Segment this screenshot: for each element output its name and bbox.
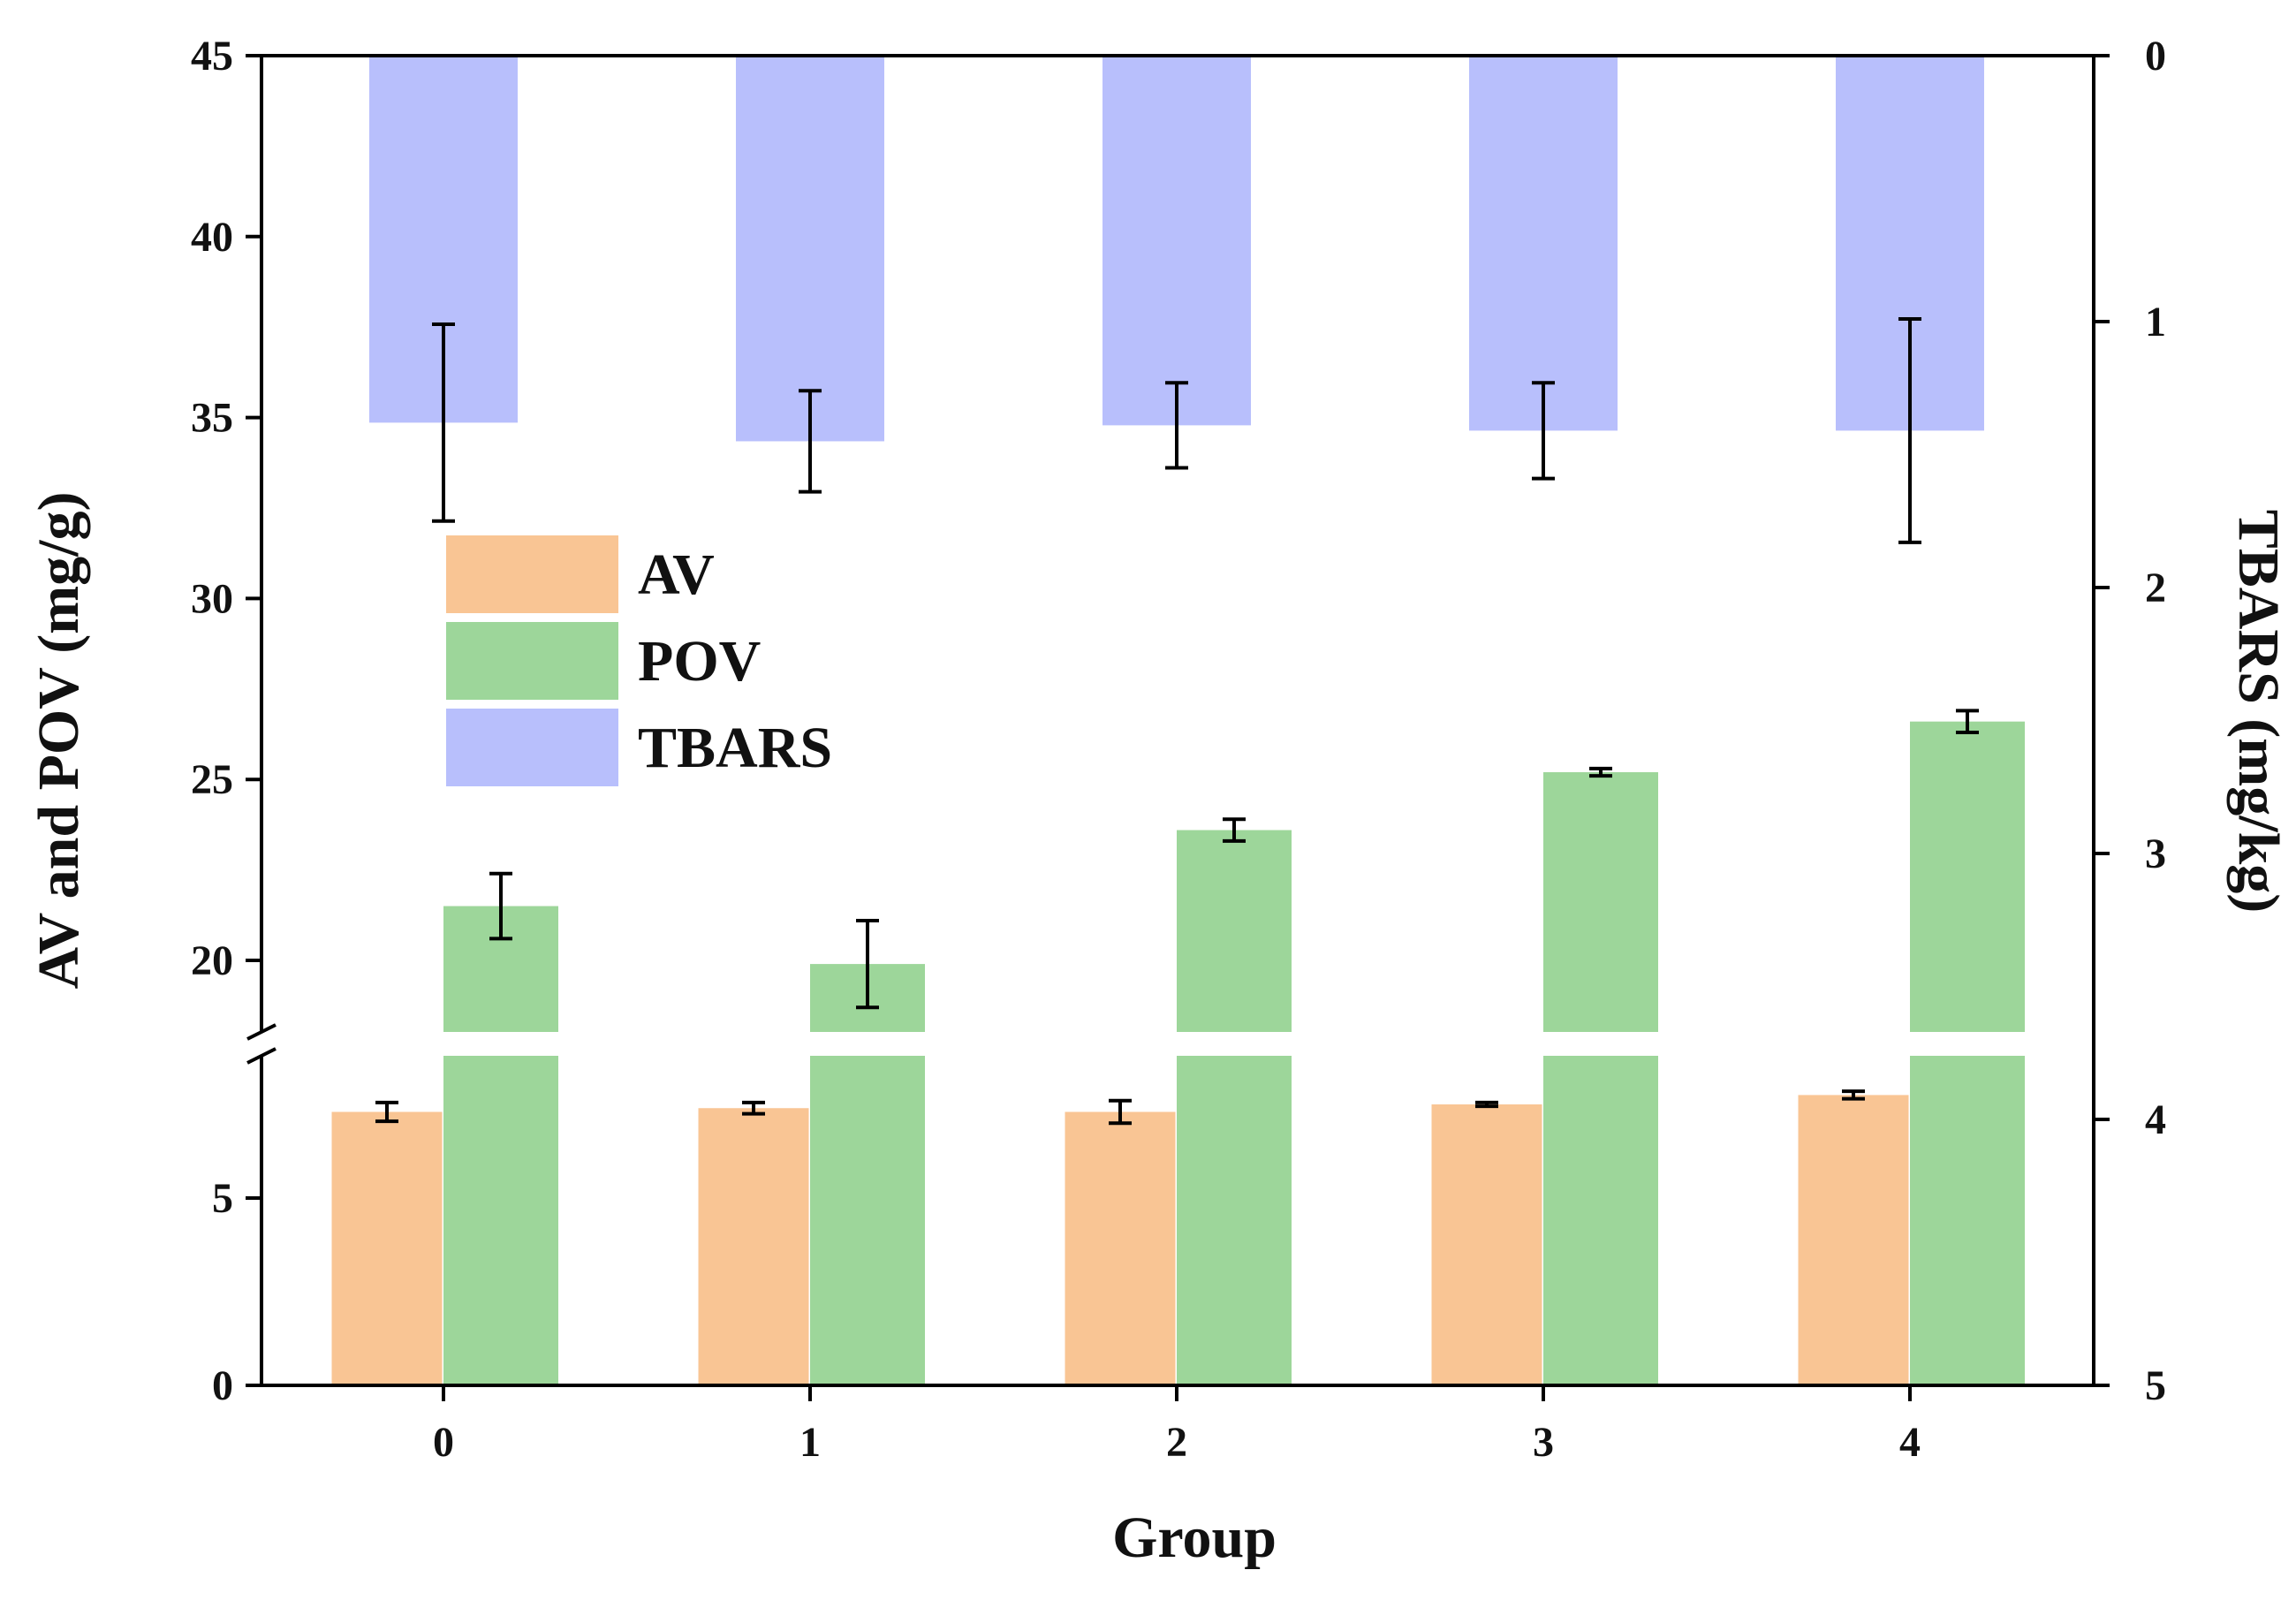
pov-bar-lower-1 [810,1056,925,1385]
y-left-tick-label-20: 20 [191,937,233,984]
pov-error-bar-0 [489,871,512,941]
axis-break-mark-upper [246,1023,277,1041]
tbars-error-bar-2 [1165,381,1188,470]
x-tick-label-2: 2 [1166,1419,1187,1466]
tbars-error-bar-0 [432,322,455,523]
legend-label-tbars: TBARS [638,716,832,780]
av-bar-0 [331,1111,443,1385]
tbars-error-bar-4 [1898,316,1921,544]
pov-error-bar-1 [856,918,879,1010]
legend-swatch-pov [446,622,618,700]
av-error-bar-0 [375,1100,398,1124]
y-right-tick-label-5: 5 [2145,1362,2166,1409]
tbars-bar-1 [736,56,884,442]
av-bar-3 [1431,1104,1542,1385]
y-left-tick-label-45: 45 [191,33,233,80]
x-tick-label-1: 1 [799,1419,821,1466]
av-error-bar-1 [742,1100,765,1116]
y-right-tick-label-1: 1 [2145,299,2166,345]
y-right-tick-label-3: 3 [2145,831,2166,877]
av-error-bar-4 [1842,1089,1865,1101]
pov-bar-lower-2 [1177,1056,1292,1385]
y-left-tick-label-5: 5 [212,1175,233,1222]
y-left-tick-label-30: 30 [191,575,233,622]
pov-error-bar-3 [1589,766,1612,778]
av-bar-2 [1065,1111,1176,1385]
av-bar-4 [1798,1095,1909,1385]
y-right-tick-label-0: 0 [2145,33,2166,80]
pov-bar-lower-3 [1543,1056,1658,1385]
pov-bar-upper-4 [1910,721,2025,1032]
y-right-tick-label-4: 4 [2145,1096,2166,1143]
pov-bar-upper-2 [1177,830,1292,1032]
av-error-bar-2 [1109,1098,1132,1126]
y-axis-title-left: AV and POV (mg/g) [27,492,91,990]
y-left-tick-label-40: 40 [191,214,233,261]
y-left-tick-label-25: 25 [191,756,233,803]
tbars-error-bar-1 [799,389,822,494]
legend-swatch-tbars [446,709,618,786]
x-tick-label-3: 3 [1533,1419,1554,1466]
pov-error-bar-4 [1956,709,1979,734]
x-axis-title: Group [1112,1506,1277,1570]
axis-break-mark-lower [246,1047,277,1065]
tbars-bar-2 [1103,56,1251,426]
av-bar-1 [698,1108,809,1385]
av-error-bar-3 [1475,1100,1498,1109]
tbars-error-bar-3 [1532,381,1555,481]
y-right-tick-label-2: 2 [2145,565,2166,611]
pov-error-bar-2 [1223,817,1246,843]
legend-label-pov: POV [638,629,761,694]
x-tick-label-0: 0 [433,1419,454,1466]
plot-area [331,56,2025,1385]
pov-bar-upper-3 [1543,772,1658,1032]
y-left-tick-label-0: 0 [212,1362,233,1409]
pov-bar-lower-4 [1910,1056,2025,1385]
legend-swatch-av [446,535,618,613]
legend: AV POV TBARS [446,535,832,786]
y-left-tick-label-35: 35 [191,395,233,442]
legend-label-av: AV [638,542,715,607]
tbars-bar-3 [1469,56,1618,431]
y-axis-title-right: TBARS (mg/kg) [2226,510,2291,914]
pov-bar-lower-0 [443,1056,558,1385]
x-tick-label-4: 4 [1899,1419,1921,1466]
